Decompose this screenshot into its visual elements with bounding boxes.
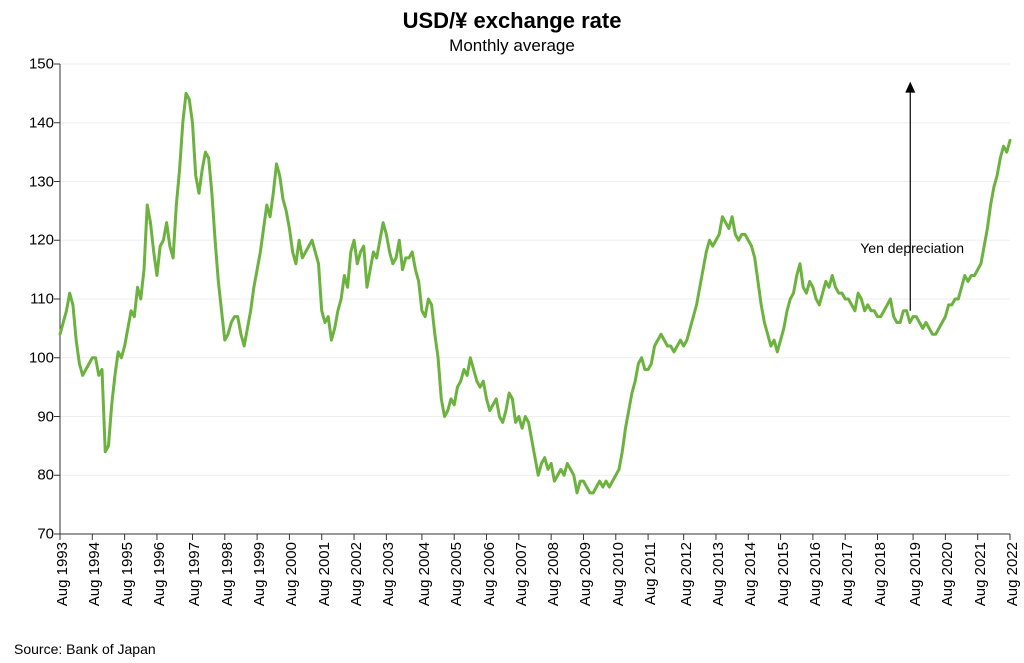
x-tick-label: Aug 2013 [710, 542, 727, 606]
x-tick-label: Aug 1994 [86, 542, 103, 606]
x-tick-label: Aug 2001 [316, 542, 333, 606]
chart-subtitle: Monthly average [0, 36, 1024, 56]
data-line [60, 93, 1010, 493]
y-tick-label: 100 [29, 349, 54, 366]
x-tick-label: Aug 1998 [219, 542, 236, 606]
x-tick-label: Aug 2004 [416, 542, 433, 606]
plot-area: 708090100110120130140150Aug 1993Aug 1994… [60, 64, 1010, 534]
x-tick-label: Aug 2007 [513, 542, 530, 606]
x-tick-label: Aug 1999 [251, 542, 268, 606]
y-tick-label: 150 [29, 56, 54, 73]
y-tick-label: 110 [30, 291, 54, 308]
x-tick-label: Aug 1995 [119, 542, 136, 606]
x-tick-label: Aug 2008 [545, 542, 562, 606]
x-tick-label: Aug 2005 [448, 542, 465, 606]
x-tick-label: Aug 2011 [642, 542, 659, 605]
x-tick-label: Aug 2014 [742, 542, 759, 606]
x-tick-label: Aug 2018 [872, 542, 889, 606]
x-tick-label: Aug 2002 [348, 542, 365, 606]
x-tick-label: Aug 2016 [807, 542, 824, 606]
x-tick-label: Aug 2000 [283, 542, 300, 606]
y-tick-label: 90 [37, 408, 54, 425]
y-tick-label: 130 [29, 173, 54, 190]
x-tick-label: Aug 2017 [839, 542, 856, 606]
y-tick-label: 140 [29, 114, 54, 131]
x-tick-label: Aug 1996 [151, 542, 168, 606]
y-tick-label: 80 [37, 467, 54, 484]
x-tick-label: Aug 2003 [380, 542, 397, 606]
x-tick-label: Aug 1997 [186, 542, 203, 606]
x-tick-label: Aug 2012 [678, 542, 695, 606]
x-tick-label: Aug 2022 [1004, 542, 1021, 606]
x-tick-label: Aug 2010 [610, 542, 627, 606]
x-tick-label: Aug 1993 [54, 542, 71, 606]
x-tick-label: Aug 2015 [775, 542, 792, 606]
chart-source: Source: Bank of Japan [14, 641, 156, 657]
chart-svg [60, 64, 1010, 534]
annotation-label: Yen depreciation [860, 240, 964, 256]
y-tick-label: 70 [37, 526, 54, 543]
x-tick-label: Aug 2021 [972, 542, 989, 606]
chart-title: USD/¥ exchange rate [0, 8, 1024, 34]
x-tick-label: Aug 2006 [481, 542, 498, 606]
annotation-arrow [905, 82, 915, 311]
x-tick-label: Aug 2019 [907, 542, 924, 606]
y-tick-label: 120 [29, 232, 54, 249]
x-tick-label: Aug 2020 [939, 542, 956, 606]
exchange-rate-chart: USD/¥ exchange rate Monthly average 7080… [0, 0, 1024, 663]
x-tick-label: Aug 2009 [577, 542, 594, 606]
